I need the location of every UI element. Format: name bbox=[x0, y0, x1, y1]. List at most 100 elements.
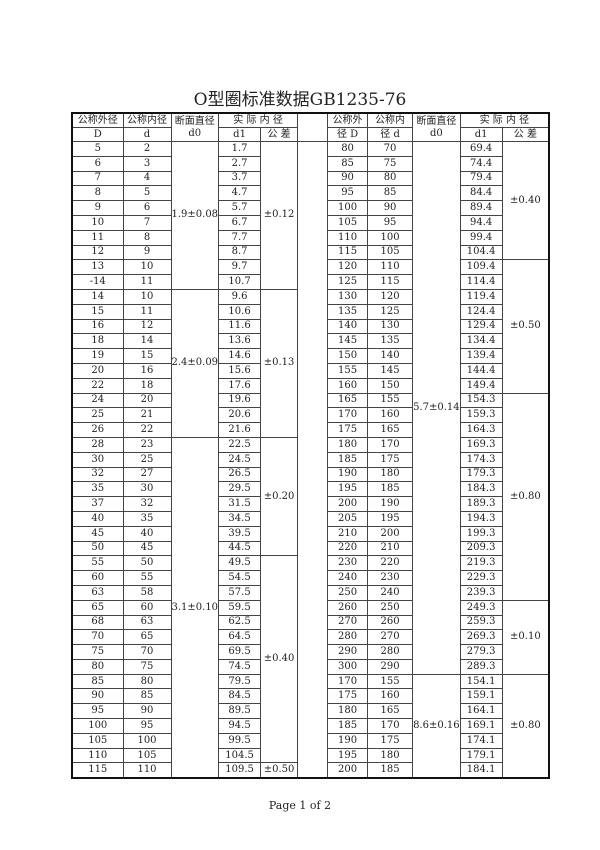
inner-diameter-cell-right: 240 bbox=[367, 584, 414, 601]
outer-diameter-cell: 20 bbox=[71, 362, 124, 379]
outer-diameter-cell: 68 bbox=[71, 614, 124, 631]
header-d-right: 径 d bbox=[367, 127, 414, 142]
outer-diameter-cell: 8 bbox=[71, 185, 124, 202]
outer-diameter-cell-right: 205 bbox=[327, 510, 369, 527]
table-row: 11 8 7.7 110 100 99.4 bbox=[71, 229, 549, 246]
outer-diameter-cell-right: 220 bbox=[327, 540, 369, 557]
actual-inner-cell-right: 144.4 bbox=[459, 362, 503, 379]
outer-diameter-cell-right: 210 bbox=[327, 525, 369, 542]
inner-diameter-cell-right: 150 bbox=[367, 377, 414, 394]
actual-inner-cell: 3.7 bbox=[218, 170, 262, 187]
inner-diameter-cell-right: 100 bbox=[367, 229, 414, 246]
actual-inner-cell: 4.7 bbox=[218, 185, 262, 202]
inner-diameter-cell: 16 bbox=[122, 362, 172, 379]
inner-diameter-cell: 21 bbox=[122, 407, 172, 424]
outer-diameter-cell: 5 bbox=[71, 141, 124, 157]
actual-inner-cell-right: 174.3 bbox=[459, 451, 503, 468]
outer-diameter-cell-right: 125 bbox=[327, 274, 369, 290]
outer-diameter-cell: 15 bbox=[71, 303, 124, 320]
inner-diameter-cell: 55 bbox=[122, 570, 172, 586]
outer-diameter-cell-right: 150 bbox=[327, 348, 369, 364]
inner-diameter-cell-right: 110 bbox=[367, 259, 414, 276]
actual-inner-cell-right: 134.4 bbox=[459, 333, 503, 350]
header-outer-diameter-right: 公称外 bbox=[327, 112, 369, 128]
outer-diameter-cell: 19 bbox=[71, 348, 124, 364]
inner-diameter-cell: 95 bbox=[122, 718, 172, 734]
header-cross-section-right: 断面直径d0 bbox=[412, 112, 461, 142]
table-row: 70 65 64.5 280 270 269.3 bbox=[71, 629, 549, 646]
outer-diameter-cell: 80 bbox=[71, 658, 124, 675]
tolerance-cell-right: ±0.80 bbox=[501, 673, 550, 779]
outer-diameter-cell: 40 bbox=[71, 510, 124, 527]
cross-section-cell-right: 5.7±0.14 bbox=[412, 141, 461, 675]
actual-inner-cell-right: 229.3 bbox=[459, 570, 503, 586]
inner-diameter-cell-right: 195 bbox=[367, 510, 414, 527]
inner-diameter-cell: 25 bbox=[122, 451, 172, 468]
outer-diameter-cell: 50 bbox=[71, 540, 124, 557]
blank-header bbox=[297, 112, 329, 142]
actual-inner-cell-right: 164.1 bbox=[459, 703, 503, 720]
inner-diameter-cell-right: 70 bbox=[367, 141, 414, 157]
inner-diameter-cell-right: 165 bbox=[367, 703, 414, 720]
inner-diameter-cell-right: 180 bbox=[367, 466, 414, 483]
actual-inner-cell-right: 74.4 bbox=[459, 155, 503, 172]
inner-diameter-cell: 22 bbox=[122, 422, 172, 438]
actual-inner-cell-right: 154.1 bbox=[459, 673, 503, 690]
tolerance-cell-right: ±0.40 bbox=[501, 140, 550, 261]
inner-diameter-cell-right: 160 bbox=[367, 688, 414, 705]
tolerance-cell: ±0.50 bbox=[260, 762, 299, 779]
inner-diameter-cell-right: 90 bbox=[367, 200, 414, 216]
header-D-right: 径 D bbox=[327, 127, 369, 142]
actual-inner-cell-right: 159.3 bbox=[459, 407, 503, 424]
outer-diameter-cell-right: 175 bbox=[327, 688, 369, 705]
outer-diameter-cell: 30 bbox=[71, 451, 124, 468]
outer-diameter-cell-right: 270 bbox=[327, 614, 369, 631]
outer-diameter-cell: 28 bbox=[71, 436, 124, 453]
outer-diameter-cell: 70 bbox=[71, 629, 124, 646]
outer-diameter-cell: 63 bbox=[71, 584, 124, 601]
inner-diameter-cell-right: 260 bbox=[367, 614, 414, 631]
actual-inner-cell: 49.5 bbox=[218, 555, 262, 572]
inner-diameter-cell-right: 120 bbox=[367, 288, 414, 305]
outer-diameter-cell-right: 170 bbox=[327, 673, 369, 690]
actual-inner-cell-right: 249.3 bbox=[459, 599, 503, 616]
inner-diameter-cell: 32 bbox=[122, 496, 172, 512]
outer-diameter-cell: 35 bbox=[71, 481, 124, 498]
actual-inner-cell: 14.6 bbox=[218, 348, 262, 364]
actual-inner-cell: 59.5 bbox=[218, 599, 262, 616]
inner-diameter-cell: 70 bbox=[122, 644, 172, 660]
table-row: 12 9 8.7 115 105 104.4 bbox=[71, 244, 549, 261]
outer-diameter-cell: 9 bbox=[71, 200, 124, 216]
actual-inner-cell-right: 109.4 bbox=[459, 259, 503, 276]
table-row: 7 4 3.7 90 80 79.4 bbox=[71, 170, 549, 187]
inner-diameter-cell: 35 bbox=[122, 510, 172, 527]
actual-inner-cell-right: 179.3 bbox=[459, 466, 503, 483]
actual-inner-cell: 57.5 bbox=[218, 584, 262, 601]
inner-diameter-cell: 9 bbox=[122, 244, 172, 261]
inner-diameter-cell-right: 175 bbox=[367, 451, 414, 468]
cross-section-cell: 1.9±0.08 bbox=[170, 141, 220, 290]
inner-diameter-cell: 60 bbox=[122, 599, 172, 616]
outer-diameter-cell-right: 95 bbox=[327, 185, 369, 202]
inner-diameter-cell: 45 bbox=[122, 540, 172, 557]
outer-diameter-cell-right: 175 bbox=[327, 422, 369, 438]
actual-inner-cell: 2.7 bbox=[218, 155, 262, 172]
header-d: d bbox=[122, 127, 172, 142]
inner-diameter-cell: 15 bbox=[122, 348, 172, 364]
header-actual-inner: 实 际 内 径 bbox=[218, 112, 299, 128]
header-d1-right: d1 bbox=[459, 127, 503, 142]
actual-inner-cell: 74.5 bbox=[218, 658, 262, 675]
inner-diameter-cell: 14 bbox=[122, 333, 172, 350]
table-row: 16 12 11.6 140 130 129.4 bbox=[71, 318, 549, 335]
inner-diameter-cell-right: 185 bbox=[367, 762, 414, 779]
actual-inner-cell-right: 169.1 bbox=[459, 718, 503, 734]
actual-inner-cell: 9.6 bbox=[218, 288, 262, 305]
outer-diameter-cell: 14 bbox=[71, 288, 124, 305]
actual-inner-cell-right: 69.4 bbox=[459, 141, 503, 157]
cross-section-cell: 3.1±0.10 bbox=[170, 436, 220, 779]
tolerance-cell-right: ±0.10 bbox=[501, 599, 550, 675]
outer-diameter-cell-right: 190 bbox=[327, 466, 369, 483]
header-text: 公称外 bbox=[332, 114, 363, 126]
outer-diameter-cell: -14 bbox=[71, 274, 124, 290]
actual-inner-cell-right: 124.4 bbox=[459, 303, 503, 320]
